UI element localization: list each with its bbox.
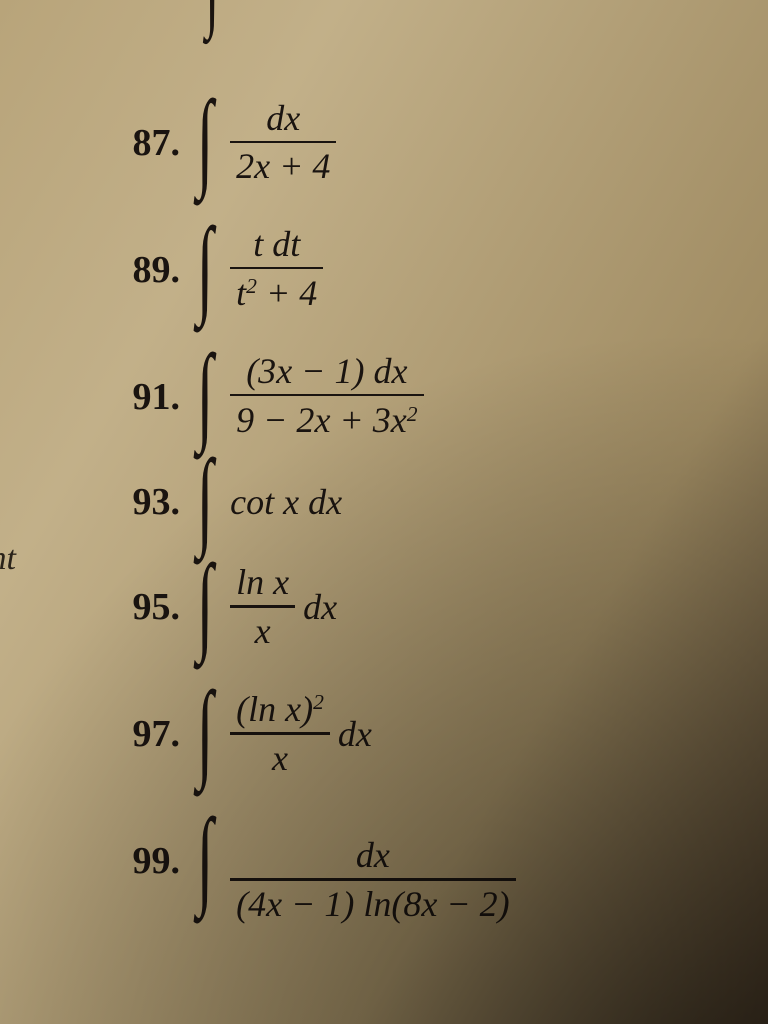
numerator: dx xyxy=(260,100,306,141)
fraction-bar xyxy=(230,732,330,735)
numerator: ln x xyxy=(230,564,295,605)
differential: dx xyxy=(338,713,372,755)
fraction-bar xyxy=(230,605,295,608)
fraction-bar xyxy=(230,878,516,881)
fraction: (ln x)2 x xyxy=(230,690,330,777)
fraction: dx 2x + 4 xyxy=(230,100,336,186)
problem-number: 93. xyxy=(110,480,180,524)
numerator: t dt xyxy=(247,226,306,267)
denominator: (4x − 1) ln(8x − 2) xyxy=(230,884,516,924)
problem-number: 95. xyxy=(110,585,180,629)
numerator: (ln x)2 xyxy=(230,690,330,732)
fraction-bar xyxy=(230,141,336,144)
fraction: ln x x xyxy=(230,564,295,650)
denominator: 9 − 2x + 3x2 xyxy=(230,399,423,440)
denominator: 2x + 4 xyxy=(230,146,336,186)
denominator: x xyxy=(266,738,294,778)
numerator: dx xyxy=(350,837,396,878)
expression: cot x dx xyxy=(230,481,342,523)
problem-number: 87. xyxy=(110,121,180,165)
top-fragment-var: x xyxy=(190,0,208,7)
problem-89: 89. ∫ t dt t2 + 4 xyxy=(110,226,728,313)
page: ∫ x int 87. ∫ dx 2x + 4 89. ∫ t dt t2 + … xyxy=(0,0,768,1024)
problem-number: 91. xyxy=(110,375,180,419)
problem-95: 95. ∫ ln x x dx xyxy=(110,564,728,650)
fraction: (3x − 1) dx 9 − 2x + 3x2 xyxy=(230,353,423,440)
problem-97: 97. ∫ (ln x)2 x dx xyxy=(110,690,728,777)
differential: dx xyxy=(303,586,337,628)
denominator: t2 + 4 xyxy=(230,272,323,313)
denominator: x xyxy=(249,611,277,651)
problem-number: 97. xyxy=(110,712,180,756)
fraction-bar xyxy=(230,394,423,397)
problem-number: 99. xyxy=(110,839,180,883)
fraction: t dt t2 + 4 xyxy=(230,226,323,313)
top-fragment: ∫ x xyxy=(200,0,267,39)
problem-87: 87. ∫ dx 2x + 4 xyxy=(110,100,728,186)
problem-93: 93. ∫ cot x dx xyxy=(110,480,728,524)
numerator: (3x − 1) dx xyxy=(240,353,413,394)
expression: (ln x)2 x dx xyxy=(230,690,372,777)
side-label: int xyxy=(0,540,16,578)
problem-99: 99. ∫ dx (4x − 1) ln(8x − 2) xyxy=(110,817,728,903)
fraction-bar xyxy=(230,267,323,270)
fraction: dx (4x − 1) ln(8x − 2) xyxy=(230,837,516,923)
expression: ln x x dx xyxy=(230,564,337,650)
problem-number: 89. xyxy=(110,248,180,292)
problem-91: 91. ∫ (3x − 1) dx 9 − 2x + 3x2 xyxy=(110,353,728,440)
